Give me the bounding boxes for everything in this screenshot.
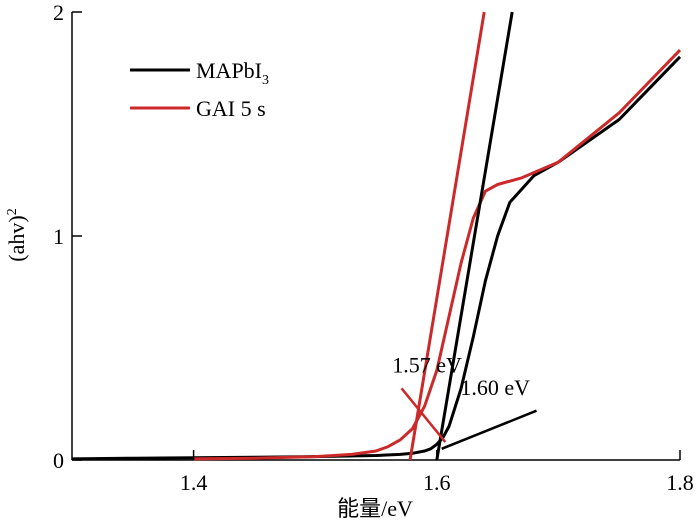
- y-axis-label: (ahv)2: [4, 208, 29, 261]
- legend-label-mapbi3-sub: 3: [262, 73, 269, 88]
- x-tick-label: 1.6: [423, 470, 451, 495]
- plot-frame: [71, 12, 680, 461]
- legend: MAPbI3 GAI 5 s: [130, 58, 269, 121]
- series-line-1: [193, 49, 682, 461]
- annotation-layer: 1.57 eV1.60 eV: [392, 353, 537, 450]
- tangent-line-1: [435, 11, 514, 461]
- legend-label-mapbi3: MAPbI3: [196, 58, 269, 88]
- y-tick-label: 0: [53, 448, 64, 473]
- x-tick-label: 1.4: [180, 470, 208, 495]
- y-tick-label: 1: [53, 224, 64, 249]
- series-line-0: [71, 55, 682, 461]
- annotation-leader-0: [400, 387, 447, 443]
- x-tick-label: 1.8: [666, 470, 694, 495]
- y-tick-label: 2: [53, 0, 64, 25]
- annotation-label-0: 1.57 eV: [392, 353, 462, 378]
- annotation-label-1: 1.60 eV: [460, 375, 530, 400]
- y-axis-label-sup: 2: [5, 208, 20, 215]
- tick-layer: 1.4 1.6 1.8 0 1 2: [53, 0, 694, 495]
- annotation-leader-1: [441, 409, 537, 450]
- tangent-line-0: [408, 11, 486, 461]
- tangent-layer: [408, 11, 514, 461]
- y-axis-label-base: (ahv): [4, 215, 29, 261]
- x-axis-label: 能量/eV: [337, 496, 413, 521]
- legend-label-mapbi3-base: MAPbI: [196, 58, 262, 83]
- series-layer: [71, 49, 682, 461]
- legend-label-gai: GAI 5 s: [196, 96, 266, 121]
